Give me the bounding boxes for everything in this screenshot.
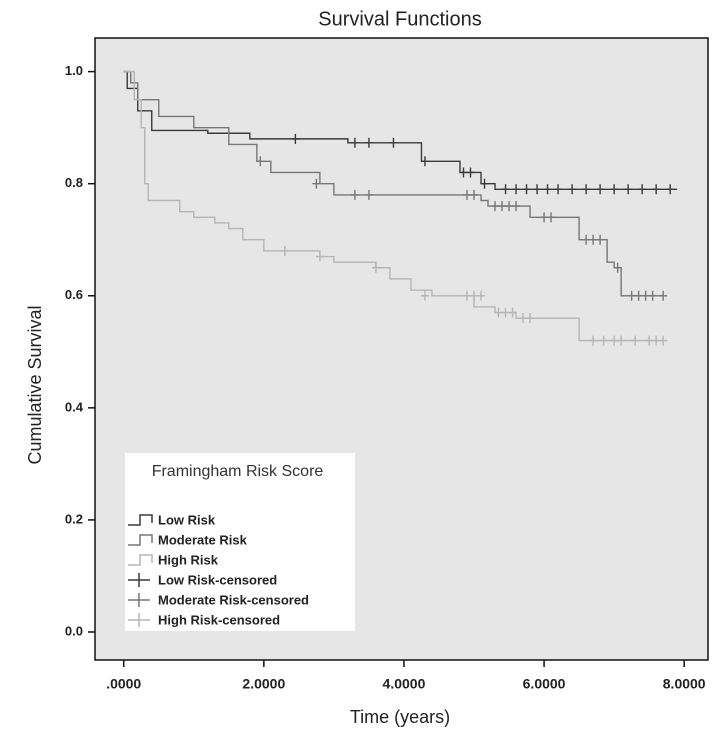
censor-mark — [568, 184, 577, 195]
legend-label: Moderate Risk-censored — [158, 592, 309, 607]
censor-mark — [463, 290, 472, 301]
censor-mark — [526, 313, 535, 324]
censor-mark — [666, 184, 675, 195]
x-tick-label: 8.0000 — [663, 676, 706, 692]
censor-mark — [280, 245, 289, 256]
legend-icon — [128, 613, 150, 627]
y-tick-label: 0.0 — [65, 623, 83, 638]
censor-mark — [512, 201, 521, 212]
censor-mark — [589, 335, 598, 346]
legend-icon — [128, 593, 150, 607]
legend-label: High Risk — [158, 552, 219, 567]
y-tick-label: 0.4 — [65, 399, 84, 414]
y-axis-label: Cumulative Survival — [25, 305, 45, 464]
censor-mark — [610, 335, 619, 346]
censor-mark — [627, 290, 636, 301]
censor-mark — [512, 184, 521, 195]
censor-mark — [498, 201, 507, 212]
censor-mark — [610, 184, 619, 195]
censor-mark — [652, 184, 661, 195]
censor-mark — [470, 189, 479, 200]
censor-mark — [613, 262, 622, 273]
censor-mark — [350, 137, 359, 148]
censor-mark — [364, 137, 373, 148]
legend-icon — [128, 573, 150, 587]
censor-mark — [312, 178, 321, 189]
y-tick-label: 1.0 — [65, 63, 83, 78]
censor-mark — [459, 167, 468, 178]
censor-mark — [420, 290, 429, 301]
legend-box — [125, 453, 355, 631]
censor-mark — [582, 234, 591, 245]
survival-line — [123, 70, 664, 297]
chart-title: Survival Functions — [318, 8, 481, 30]
censor-mark — [596, 234, 605, 245]
legend-icon — [128, 534, 153, 546]
y-tick-label: 0.8 — [65, 175, 83, 190]
censor-mark — [420, 156, 429, 167]
censor-mark — [256, 156, 265, 167]
censor-mark — [648, 290, 657, 301]
y-tick-label: 0.2 — [65, 511, 83, 526]
censor-mark — [543, 184, 552, 195]
x-tick-label: 4.0000 — [383, 676, 426, 692]
censor-mark — [533, 184, 542, 195]
censor-mark — [540, 212, 549, 223]
censor-mark — [624, 184, 633, 195]
censor-mark — [659, 335, 668, 346]
censor-mark — [652, 335, 661, 346]
censor-mark — [494, 307, 503, 318]
censor-mark — [491, 201, 500, 212]
x-axis-label: Time (years) — [350, 707, 450, 727]
censor-mark — [508, 307, 517, 318]
censor-mark — [505, 201, 514, 212]
censor-mark — [315, 251, 324, 262]
censor-mark — [371, 262, 380, 273]
censor-mark — [617, 335, 626, 346]
legend-label: Low Risk-censored — [158, 572, 277, 587]
censor-mark — [638, 184, 647, 195]
censor-mark — [350, 189, 359, 200]
censor-mark — [466, 167, 475, 178]
legend-icon — [128, 554, 153, 566]
censor-mark — [547, 212, 556, 223]
legend-title: Framingham Risk Score — [151, 463, 324, 480]
legend-label: High Risk-censored — [158, 612, 280, 627]
censor-mark — [519, 313, 528, 324]
censor-mark — [589, 234, 598, 245]
censor-mark — [364, 189, 373, 200]
censor-mark — [659, 290, 668, 301]
censor-mark — [554, 184, 563, 195]
censor-mark — [501, 184, 510, 195]
legend-label: Moderate Risk — [158, 532, 248, 547]
legend-label: Low Risk — [158, 512, 216, 527]
censor-mark — [463, 189, 472, 200]
censor-mark — [480, 178, 489, 189]
censor-mark — [389, 137, 398, 148]
censor-mark — [477, 290, 486, 301]
censor-mark — [470, 290, 479, 301]
survival-line — [123, 70, 664, 342]
x-tick-label: .0000 — [106, 676, 141, 692]
censor-mark — [599, 335, 608, 346]
legend-icon — [128, 514, 153, 526]
censor-mark — [501, 307, 510, 318]
censor-mark — [641, 290, 650, 301]
censor-mark — [522, 184, 531, 195]
x-tick-label: 2.0000 — [242, 676, 285, 692]
censor-mark — [634, 290, 643, 301]
censor-mark — [631, 335, 640, 346]
censor-mark — [645, 335, 654, 346]
x-tick-label: 6.0000 — [523, 676, 566, 692]
censor-mark — [596, 184, 605, 195]
censor-mark — [291, 133, 300, 144]
y-tick-label: 0.6 — [65, 287, 83, 302]
censor-mark — [582, 184, 591, 195]
